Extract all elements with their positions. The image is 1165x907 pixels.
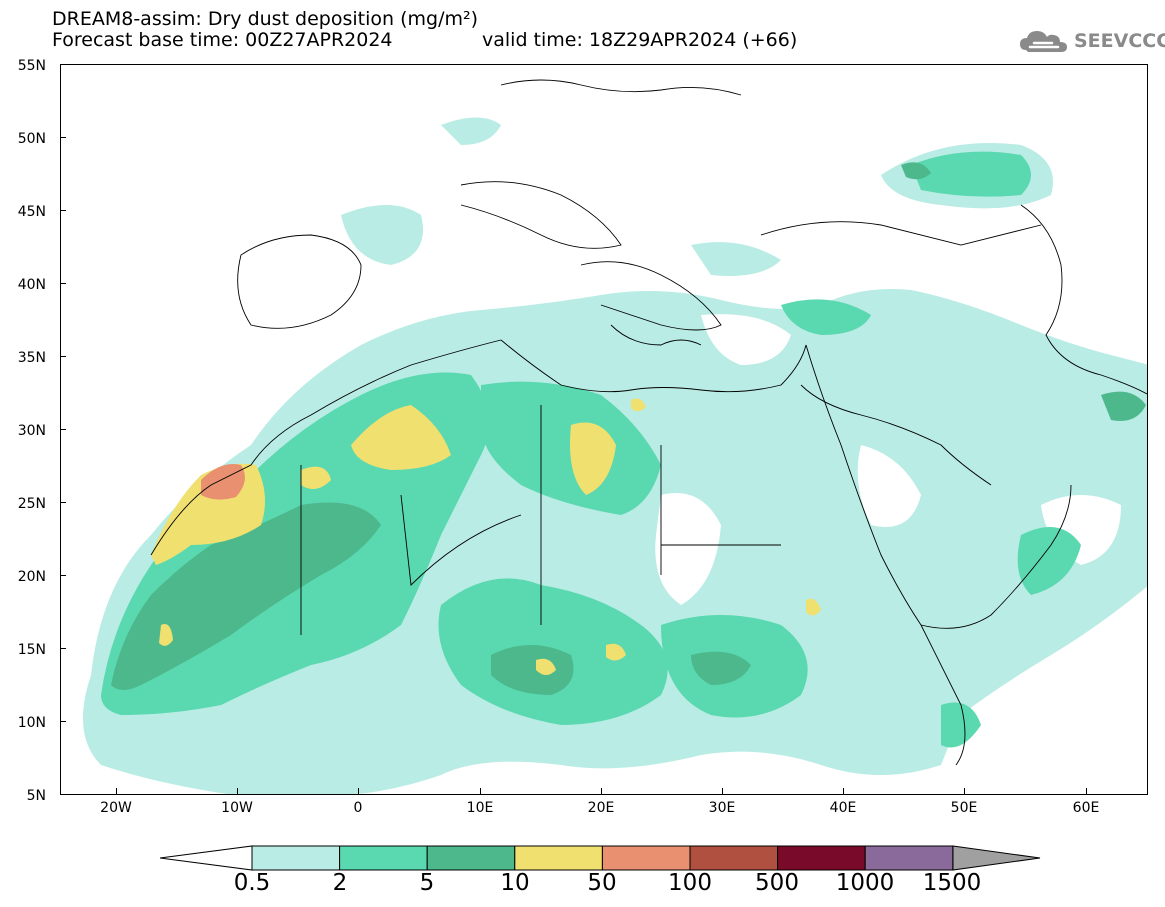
dust-deposition-map <box>83 79 1147 794</box>
lat-tick-label: 15N <box>17 642 46 658</box>
map-plot-area <box>60 64 1148 795</box>
colorbar-label: 50 <box>587 870 617 896</box>
colorbar-box <box>601 845 691 871</box>
lat-tick-label: 10N <box>17 715 46 731</box>
colorbar-box <box>777 845 866 871</box>
lat-tick-mark <box>60 721 66 722</box>
lat-tick-label: 5N <box>26 788 46 804</box>
colorbar-label: 100 <box>668 870 712 896</box>
coastlines-and-borders <box>150 79 1147 766</box>
lon-tick-label: 50E <box>950 800 978 816</box>
lat-tick-label: 25N <box>17 496 46 512</box>
lon-tick-label: 30E <box>708 800 736 816</box>
map-title: DREAM8-assim: Dry dust deposition (mg/m²… <box>52 8 479 30</box>
lat-tick-label: 45N <box>17 204 46 220</box>
lat-tick-mark <box>60 283 66 284</box>
colorbar-label: 500 <box>755 870 799 896</box>
seevccc-logo: SEEVCCC <box>1018 28 1165 56</box>
colorbar-boxes <box>251 845 954 871</box>
colorbar-over-arrow <box>952 845 1041 871</box>
lat-tick-label: 40N <box>17 277 46 293</box>
lat-tick-label: 35N <box>17 350 46 366</box>
lat-tick-mark <box>60 210 66 211</box>
field-50-100 <box>201 464 245 500</box>
colorbar-box <box>339 845 428 871</box>
colorbar-box <box>689 845 779 871</box>
colorbar-label: 2 <box>332 870 348 896</box>
lon-tick-label: 10E <box>466 800 494 816</box>
lon-tick-mark <box>964 788 965 795</box>
colorbar <box>160 845 1041 871</box>
field-5-10 <box>111 162 1146 695</box>
colorbar-label: 1500 <box>922 870 982 896</box>
colorbar-box <box>514 845 603 871</box>
lon-tick-mark <box>722 788 723 795</box>
lat-tick-label: 20N <box>17 569 46 585</box>
colorbar-box <box>864 845 954 871</box>
colorbar-label: 1000 <box>835 870 895 896</box>
colorbar-label: 5 <box>419 870 435 896</box>
lon-tick-mark <box>480 788 481 795</box>
lat-tick-mark <box>60 502 66 503</box>
lat-tick-mark <box>60 429 66 430</box>
lat-tick-label: 30N <box>17 423 46 439</box>
lon-tick-mark <box>358 788 359 795</box>
lon-tick-mark <box>116 788 117 795</box>
lat-tick-mark <box>60 648 66 649</box>
lon-tick-mark <box>843 788 844 795</box>
forecast-base-time: Forecast base time: 00Z27APR2024 <box>52 29 393 51</box>
valid-time: valid time: 18Z29APR2024 (+66) <box>482 29 798 51</box>
lat-tick-label: 50N <box>17 131 46 147</box>
cloud-icon <box>1020 31 1067 52</box>
colorbar-box <box>426 845 516 871</box>
colorbar-box <box>251 845 341 871</box>
lon-tick-label: 10W <box>221 800 253 816</box>
lon-tick-label: 0 <box>353 800 363 816</box>
lon-tick-label: 20E <box>587 800 615 816</box>
lon-tick-label: 60E <box>1072 800 1100 816</box>
logo-text: SEEVCCC <box>1074 30 1165 52</box>
lat-tick-mark <box>60 137 66 138</box>
colorbar-label: 10 <box>500 870 530 896</box>
lat-tick-mark <box>60 575 66 576</box>
lon-tick-mark <box>1086 788 1087 795</box>
lon-tick-mark <box>601 788 602 795</box>
colorbar-label: 0.5 <box>233 870 271 896</box>
lat-tick-mark <box>60 356 66 357</box>
lon-tick-mark <box>237 788 238 795</box>
lon-tick-label: 20W <box>100 800 132 816</box>
colorbar-under-arrow <box>160 845 253 871</box>
lon-tick-label: 40E <box>829 800 857 816</box>
lat-tick-label: 55N <box>17 58 46 74</box>
